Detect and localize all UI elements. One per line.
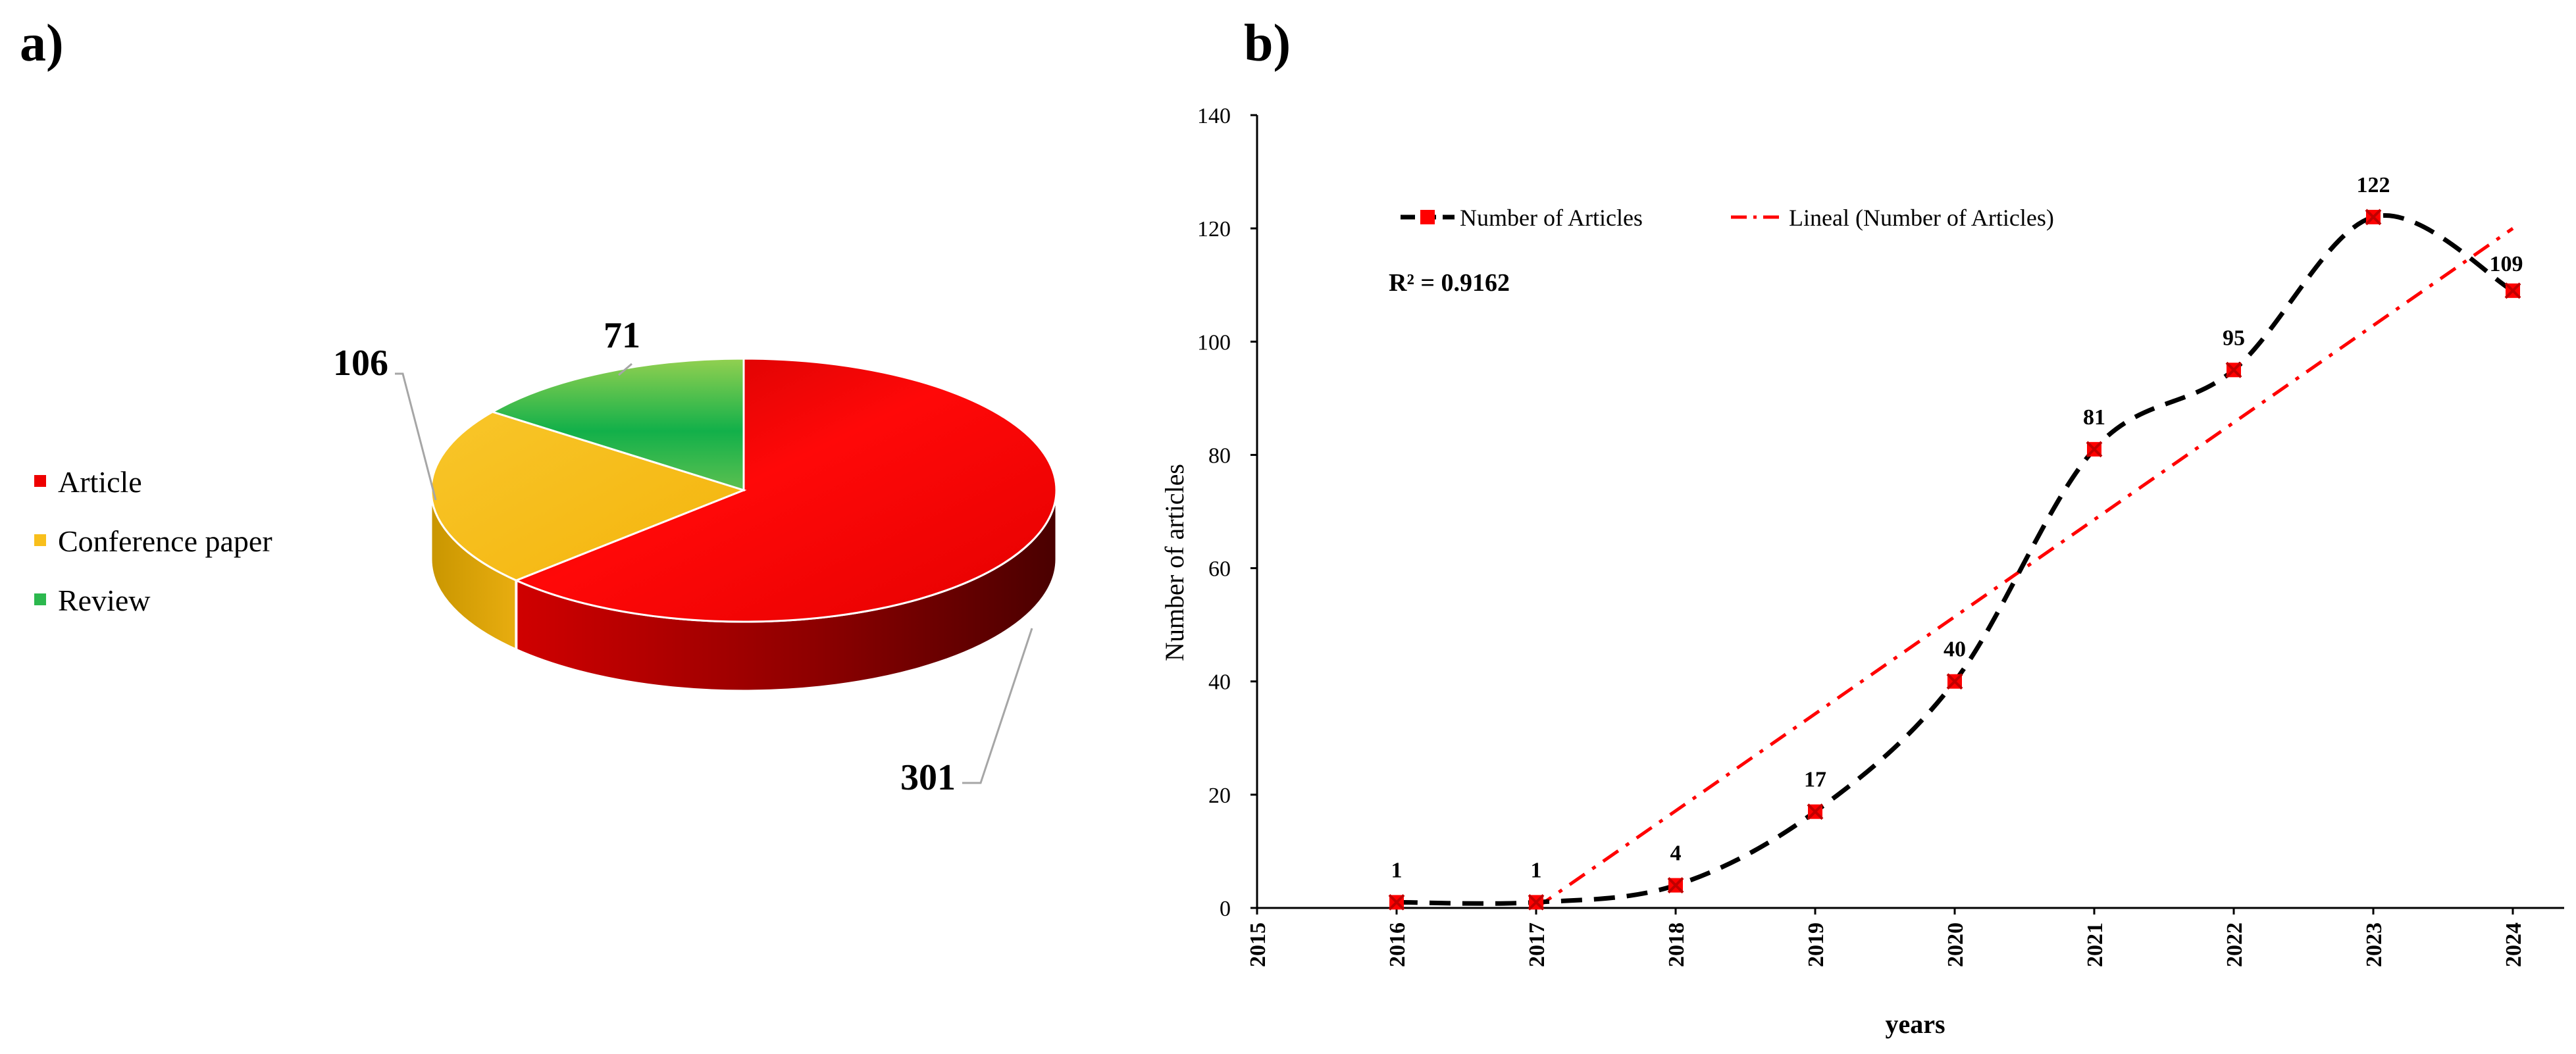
pie-leader-line bbox=[962, 628, 1033, 784]
pie-slice-review bbox=[490, 357, 745, 492]
r-squared-annotation: R² = 0.9162 bbox=[1389, 269, 1510, 297]
x-tick-label: 2019 bbox=[1804, 922, 1828, 967]
data-label: 95 bbox=[2223, 326, 2245, 350]
data-point-cross bbox=[2086, 441, 2103, 458]
pie-data-label: 301 bbox=[900, 757, 956, 798]
x-tick-label: 2016 bbox=[1385, 922, 1410, 967]
line-panel-label: b) bbox=[1244, 14, 1291, 72]
y-axis-ticks: 0 20 40 60 80 100 120 140 bbox=[1197, 104, 1257, 921]
data-point bbox=[2225, 361, 2242, 378]
x-tick-label: 2018 bbox=[1664, 922, 1689, 967]
data-point bbox=[2086, 441, 2103, 458]
y-tick-label: 80 bbox=[1208, 443, 1231, 468]
pie-legend-swatch bbox=[34, 593, 46, 605]
data-label: 109 bbox=[2490, 252, 2523, 276]
data-label: 81 bbox=[2083, 405, 2105, 430]
data-label: 4 bbox=[1670, 841, 1682, 866]
pie-leader-lines bbox=[395, 363, 1033, 784]
pie-leader-line bbox=[395, 372, 437, 501]
data-point-cross bbox=[1528, 893, 1545, 911]
x-tick-label: 2015 bbox=[1246, 922, 1270, 967]
pie-legend-swatch bbox=[34, 475, 46, 487]
pie-data-label: 71 bbox=[604, 315, 640, 356]
pie-legend-swatch bbox=[34, 534, 46, 546]
pie-chart-panel: a) 301 106 71 Article Conference paper Revie… bbox=[20, 14, 1058, 798]
y-tick-label: 0 bbox=[1220, 897, 1231, 921]
x-tick-label: 2017 bbox=[1525, 922, 1549, 967]
x-axis-title: years bbox=[1885, 1009, 1945, 1039]
y-tick-label: 100 bbox=[1197, 330, 1231, 355]
y-tick-label: 120 bbox=[1197, 217, 1231, 241]
pie-leader-line bbox=[618, 363, 632, 376]
x-axis-ticks: 2015 2016 2017 2018 2019 2020 2021 2022 2023 2024 bbox=[1246, 908, 2526, 967]
x-tick-label: 2020 bbox=[1944, 922, 1968, 967]
x-tick-label: 2021 bbox=[2083, 922, 2107, 967]
legend-articles-marker bbox=[1420, 210, 1435, 224]
pie-legend-label: Review bbox=[58, 584, 151, 617]
line-legend: Number of Articles Lineal (Number of Arti… bbox=[1401, 205, 2054, 231]
legend-articles-label: Number of Articles bbox=[1460, 205, 1643, 231]
data-point bbox=[2365, 209, 2382, 226]
y-tick-label: 140 bbox=[1197, 104, 1231, 128]
data-point-cross bbox=[2225, 361, 2242, 378]
pie-slice-article bbox=[513, 357, 1058, 623]
line-series-group: 1 1 4 17 40 81 95 122 109 bbox=[1388, 173, 2523, 911]
data-point bbox=[1667, 877, 1684, 893]
data-point bbox=[1528, 893, 1545, 911]
data-point bbox=[1388, 893, 1405, 911]
data-label: 122 bbox=[2357, 173, 2390, 197]
trend-line bbox=[1535, 227, 2514, 910]
data-point bbox=[1946, 673, 1963, 690]
data-point-cross bbox=[1388, 893, 1405, 911]
data-label: 1 bbox=[1391, 858, 1403, 882]
data-point bbox=[1807, 803, 1824, 820]
legend-trend-label: Lineal (Number of Articles) bbox=[1789, 205, 2054, 231]
data-point-cross bbox=[2365, 209, 2382, 226]
data-label: 40 bbox=[1944, 638, 1966, 662]
data-label: 1 bbox=[1531, 858, 1542, 882]
data-point-cross bbox=[1667, 877, 1684, 893]
x-tick-label: 2023 bbox=[2362, 922, 2386, 967]
articles-line bbox=[1396, 213, 2514, 906]
data-point-cross bbox=[1807, 803, 1824, 820]
x-tick-label: 2022 bbox=[2223, 922, 2247, 967]
pie-legend-label: Article bbox=[58, 465, 142, 499]
data-point-cross bbox=[1946, 673, 1963, 690]
pie-panel-label: a) bbox=[20, 14, 64, 72]
pie-slice-conference-paper bbox=[430, 411, 747, 582]
y-tick-label: 40 bbox=[1208, 670, 1231, 695]
pie-legend: Article Conference paper Review bbox=[34, 465, 272, 617]
line-chart-axes bbox=[1256, 115, 2564, 909]
x-tick-label: 2024 bbox=[2502, 922, 2526, 967]
data-point-cross bbox=[2504, 282, 2521, 299]
y-tick-label: 20 bbox=[1208, 784, 1231, 808]
y-axis-title: Number of articles bbox=[1160, 464, 1189, 661]
pie-data-labels: 301 106 71 bbox=[333, 315, 956, 798]
pie-top bbox=[430, 357, 1058, 623]
pie-legend-label: Conference paper bbox=[58, 524, 272, 558]
data-label: 17 bbox=[1804, 768, 1826, 792]
data-point bbox=[2504, 282, 2521, 299]
y-tick-label: 60 bbox=[1208, 557, 1231, 582]
pie-data-label: 106 bbox=[333, 343, 388, 384]
